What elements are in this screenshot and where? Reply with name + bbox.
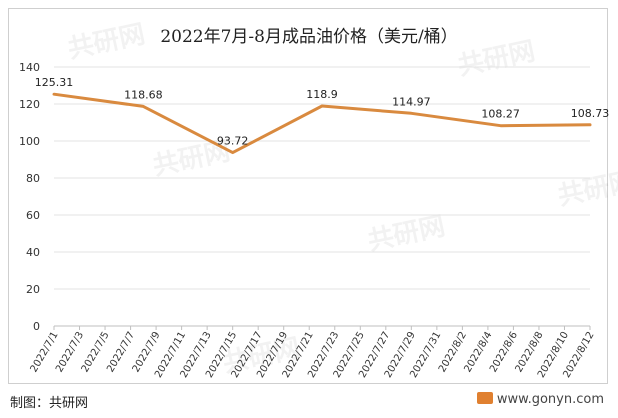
watermark-3: 共研网 (455, 36, 538, 82)
data-label: 118.68 (124, 88, 163, 101)
chart-title: 2022年7月-8月成品油价格（美元/桶） (160, 27, 458, 47)
x-tick-labels: 2022/7/12022/7/32022/7/52022/7/72022/7/9… (29, 326, 597, 380)
y-tick-label: 100 (19, 135, 40, 148)
site-url: www.gonyn.com (496, 392, 604, 407)
y-tick-label: 120 (19, 98, 40, 111)
price-line (52, 92, 592, 155)
y-tick-label: 40 (26, 246, 40, 259)
chart-frame (8, 8, 608, 384)
watermark-2: 共研网 (365, 211, 448, 257)
y-tick-label: 60 (26, 209, 40, 222)
site-credit: www.gonyn.com (476, 392, 604, 407)
series-line (52, 92, 592, 155)
y-tick-labels: 0 20 40 60 80 100 120 140 (19, 61, 40, 333)
watermark-5: 共研网 (555, 166, 618, 212)
y-tick-label: 20 (26, 283, 40, 296)
y-tick-label: 140 (19, 61, 40, 74)
data-labels: 125.31 118.68 93.72 118.9 114.97 108.27 108.73 (35, 76, 610, 147)
data-label: 118.9 (306, 88, 338, 101)
data-label: 93.72 (217, 135, 249, 148)
source-note: 制图：共研网 (10, 396, 89, 411)
data-label: 108.27 (481, 108, 520, 121)
watermark-0: 共研网 (65, 19, 148, 65)
y-tick-label: 80 (26, 172, 40, 185)
y-tick-label: 0 (33, 320, 40, 333)
site-logo-icon (476, 392, 493, 404)
data-label: 125.31 (35, 76, 74, 89)
grid-lines (54, 66, 590, 327)
data-label: 114.97 (392, 95, 431, 108)
data-label: 108.73 (571, 107, 610, 120)
